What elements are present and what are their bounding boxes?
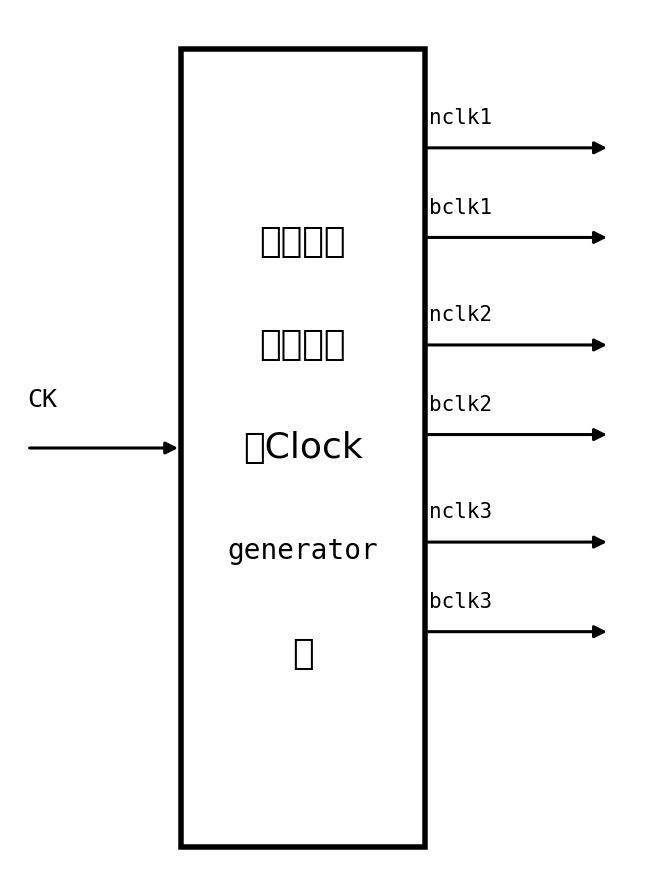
- Text: bclk2: bclk2: [429, 395, 492, 415]
- Text: nclk1: nclk1: [429, 108, 492, 128]
- Text: nclk3: nclk3: [429, 503, 492, 522]
- Text: （Clock: （Clock: [243, 431, 362, 465]
- Text: generator: generator: [228, 537, 378, 565]
- Text: bclk1: bclk1: [429, 198, 492, 218]
- Text: nclk2: nclk2: [429, 306, 492, 325]
- Bar: [181, 49, 425, 847]
- Text: CK: CK: [27, 388, 57, 412]
- Text: bclk3: bclk3: [429, 592, 492, 612]
- Text: ）: ）: [292, 637, 314, 671]
- Text: 时频信号: 时频信号: [259, 225, 346, 259]
- Text: 产生电路: 产生电路: [259, 328, 346, 362]
